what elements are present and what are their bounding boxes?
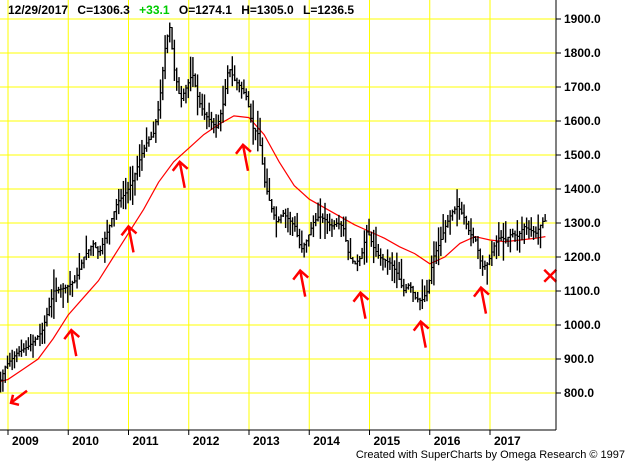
y-tick-label: 900.0 [564, 352, 594, 366]
arrow-head [63, 328, 81, 340]
y-tick-label: 1800.0 [564, 46, 601, 60]
header-low: L=1236.5 [303, 3, 354, 17]
arrow-head [412, 319, 430, 332]
header-open: O=1274.1 [179, 3, 232, 17]
x-tick-label: 2011 [133, 434, 159, 448]
y-tick-label: 1500.0 [564, 148, 601, 162]
price-bars [0, 22, 548, 393]
x-tick-label: 2015 [374, 434, 401, 448]
arrow-shaft [70, 329, 78, 357]
moving-average-line [0, 115, 546, 383]
arrow-shaft [10, 389, 28, 404]
x-tick-label: 2014 [313, 434, 340, 448]
arrow-head [292, 268, 310, 281]
arrow-shaft [359, 292, 367, 319]
arrow-shaft [419, 321, 427, 348]
arrow-head [234, 142, 252, 155]
credit-text: Created with SuperCharts by Omega Resear… [356, 449, 625, 461]
arrow-head [352, 290, 370, 303]
arrow-shaft [298, 270, 307, 297]
y-tick-label: 1200.0 [564, 250, 601, 264]
plot-background [0, 0, 556, 430]
header-change: +33.1 [139, 3, 170, 17]
x-tick-label: 2010 [72, 434, 99, 448]
arrow-head [171, 159, 189, 172]
y-tick-label: 1300.0 [564, 216, 601, 230]
moving-average [0, 115, 546, 383]
y-tick-label: 1100.0 [564, 284, 600, 298]
y-tick-label: 1000.0 [564, 318, 601, 332]
arrow-head [120, 224, 138, 237]
y-axis: 1900.0 1800.0 1700.0 1600.0 1500.0 1400.0 1300… [556, 12, 601, 400]
y-tick-label: 1700.0 [564, 80, 601, 94]
arrow-shaft [178, 161, 186, 189]
y-tick-label: 1600.0 [564, 114, 601, 128]
arrow-shaft [241, 144, 250, 172]
x-tick-label: 2009 [12, 434, 39, 448]
arrow-head [472, 285, 490, 298]
x-tick-label: 2016 [434, 434, 461, 448]
header-high: H=1305.0 [241, 3, 294, 17]
arrow-shaft [479, 287, 488, 314]
x-axis: 2009 2010 2011 2012 2013 2014 2015 2016 2017 [7, 430, 521, 448]
annotations [9, 142, 558, 406]
arrow-head [9, 394, 20, 406]
header-close: C=1306.3 [77, 3, 130, 17]
x-tick-label: 2017 [494, 434, 521, 448]
y-tick-label: 1400.0 [564, 182, 601, 196]
y-tick-label: 1900.0 [564, 12, 601, 26]
x-tick-label: 2013 [253, 434, 280, 448]
cross-mark [543, 268, 558, 283]
y-tick-label: 800.0 [564, 386, 594, 400]
arrow-shaft [127, 226, 135, 253]
header-date: 12/29/2017 [8, 3, 68, 17]
x-tick-label: 2012 [193, 434, 220, 448]
chart-header: 12/29/2017 C=1306.3 +33.1 O=1274.1 H=130… [8, 3, 354, 17]
